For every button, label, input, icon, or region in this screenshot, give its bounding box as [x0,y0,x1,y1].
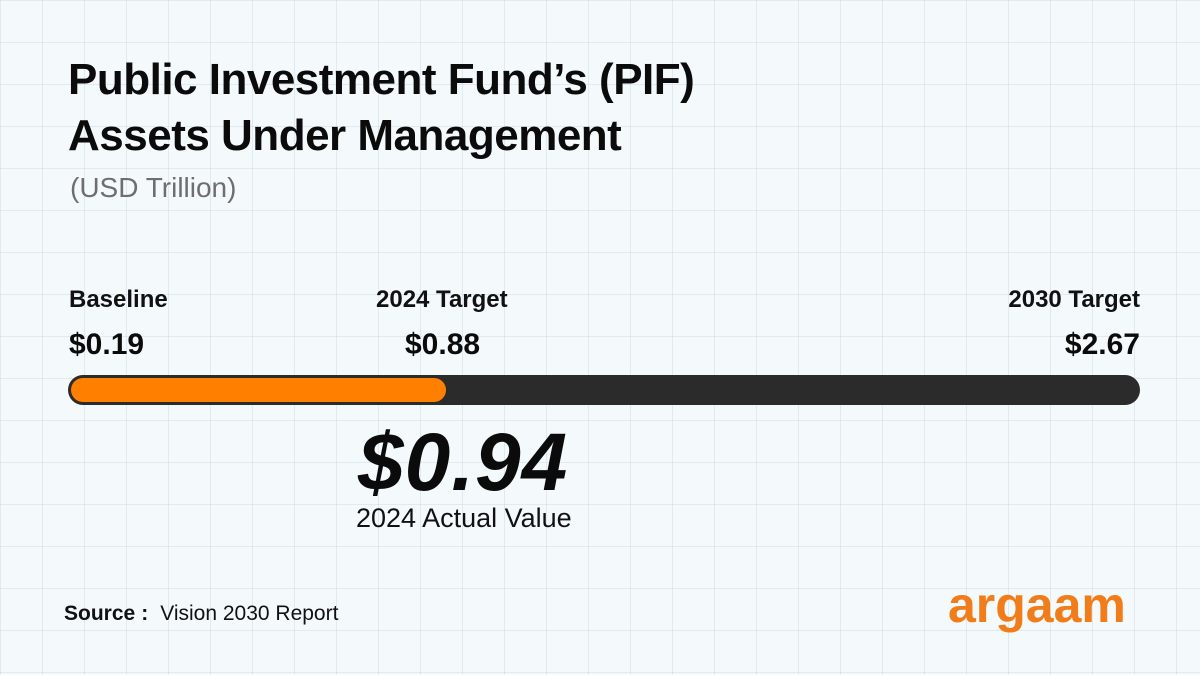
source-note: Source: Vision 2030 Report [64,602,338,626]
source-separator: : [141,602,149,625]
actual-value-label: 2024 Actual Value [356,503,572,533]
chart-title-line-2: Assets Under Management [68,111,622,160]
target-2030-value: $2.67 [1064,328,1140,361]
progress-track [68,375,1140,405]
target-2024-label: 2024 Target [376,286,508,313]
baseline-label: Baseline [69,286,168,313]
progress-fill [71,378,446,402]
actual-value: $0.94 [358,417,569,508]
source-text: Vision 2030 Report [160,602,339,625]
target-2030-label: 2030 Target [1008,286,1140,313]
chart-title-line-1: Public Investment Fund’s (PIF) [68,55,695,104]
chart-title: Public Investment Fund’s (PIF) Assets Un… [68,52,695,164]
argaam-logo: argaam [948,577,1126,633]
source-label: Source [64,602,136,625]
target-2024-value: $0.88 [405,328,481,361]
chart-subtitle: (USD Trillion) [70,172,237,203]
baseline-value: $0.19 [69,328,145,361]
